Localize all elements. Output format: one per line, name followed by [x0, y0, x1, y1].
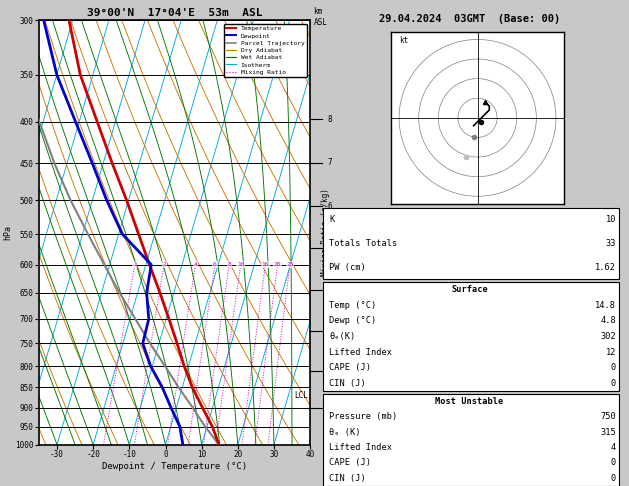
- Text: CAPE (J): CAPE (J): [329, 458, 371, 468]
- Text: Mixing Ratio (g/kg): Mixing Ratio (g/kg): [321, 189, 330, 277]
- Text: 1: 1: [133, 262, 136, 267]
- Text: Most Unstable: Most Unstable: [435, 397, 504, 406]
- Text: PW (cm): PW (cm): [329, 263, 366, 272]
- Text: 4: 4: [328, 286, 332, 295]
- Text: θₑ (K): θₑ (K): [329, 428, 360, 436]
- Text: 2: 2: [162, 262, 166, 267]
- Text: Pressure (mb): Pressure (mb): [329, 412, 398, 421]
- Text: km: km: [313, 7, 323, 16]
- Text: 0: 0: [611, 474, 616, 483]
- Text: 29.04.2024  03GMT  (Base: 00): 29.04.2024 03GMT (Base: 00): [379, 14, 560, 24]
- Text: kt: kt: [399, 36, 408, 45]
- Text: 5: 5: [328, 243, 332, 252]
- Text: 7: 7: [328, 158, 332, 167]
- Text: 1.62: 1.62: [595, 263, 616, 272]
- Text: 302: 302: [601, 332, 616, 341]
- Text: 4: 4: [611, 443, 616, 452]
- Text: 14.8: 14.8: [595, 301, 616, 310]
- Text: CAPE (J): CAPE (J): [329, 364, 371, 372]
- Text: K: K: [329, 215, 335, 225]
- Text: 6: 6: [328, 202, 332, 210]
- Bar: [323, 394, 620, 486]
- Text: 6: 6: [213, 262, 217, 267]
- Text: 10: 10: [606, 215, 616, 225]
- Text: LCL: LCL: [294, 391, 308, 400]
- X-axis label: Dewpoint / Temperature (°C): Dewpoint / Temperature (°C): [102, 462, 247, 471]
- Text: CIN (J): CIN (J): [329, 379, 366, 388]
- Text: CIN (J): CIN (J): [329, 474, 366, 483]
- Text: Temp (°C): Temp (°C): [329, 301, 377, 310]
- Text: 1: 1: [328, 403, 332, 412]
- Text: 0: 0: [611, 364, 616, 372]
- Text: Lifted Index: Lifted Index: [329, 347, 392, 357]
- Text: 4: 4: [194, 262, 198, 267]
- Text: θₑ(K): θₑ(K): [329, 332, 355, 341]
- Text: Dewp (°C): Dewp (°C): [329, 316, 377, 326]
- Text: 10: 10: [237, 262, 245, 267]
- Text: 12: 12: [606, 347, 616, 357]
- Text: 8: 8: [227, 262, 231, 267]
- Text: 315: 315: [601, 428, 616, 436]
- Y-axis label: hPa: hPa: [3, 225, 12, 240]
- Text: Surface: Surface: [451, 285, 488, 294]
- Text: Totals Totals: Totals Totals: [329, 239, 398, 248]
- Text: 2: 2: [328, 367, 332, 376]
- Bar: [323, 282, 620, 391]
- Legend: Temperature, Dewpoint, Parcel Trajectory, Dry Adiabat, Wet Adiabat, Isotherm, Mi: Temperature, Dewpoint, Parcel Trajectory…: [224, 23, 307, 77]
- Text: 0: 0: [611, 458, 616, 468]
- Text: ASL: ASL: [313, 18, 328, 27]
- Text: 16: 16: [262, 262, 269, 267]
- Text: 3: 3: [328, 327, 332, 336]
- Text: 0: 0: [611, 379, 616, 388]
- Text: 8: 8: [328, 115, 332, 123]
- Text: 20: 20: [274, 262, 281, 267]
- Text: 33: 33: [606, 239, 616, 248]
- Title: 39°00'N  17°04'E  53m  ASL: 39°00'N 17°04'E 53m ASL: [87, 8, 262, 18]
- Bar: [323, 208, 620, 279]
- Text: 750: 750: [601, 412, 616, 421]
- Text: 25: 25: [286, 262, 294, 267]
- Text: 4.8: 4.8: [601, 316, 616, 326]
- Text: Lifted Index: Lifted Index: [329, 443, 392, 452]
